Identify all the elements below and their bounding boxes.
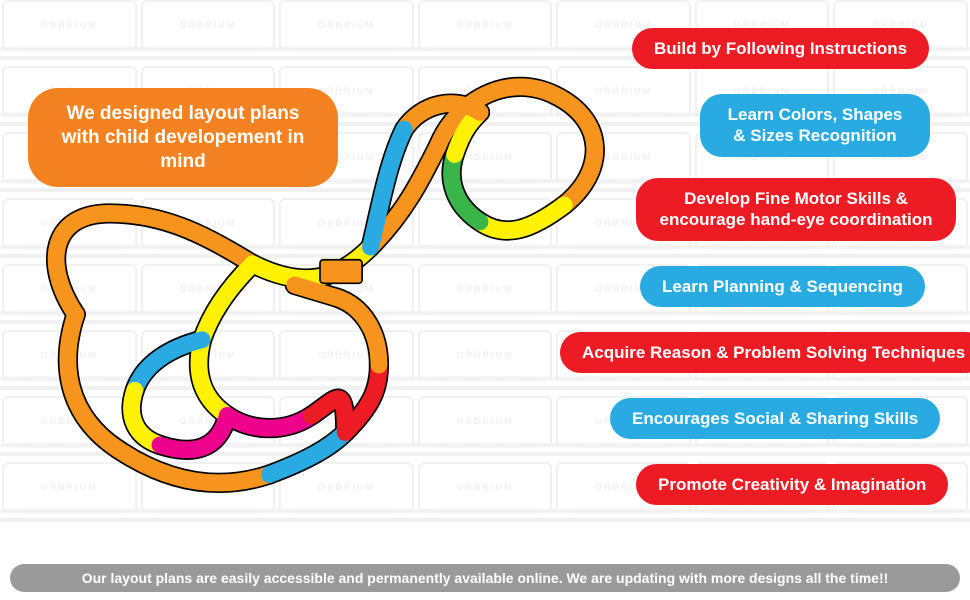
benefit-bubble-6: Promote Creativity & Imagination — [636, 464, 948, 505]
benefit-bubble-1: Learn Colors, Shapes & Sizes Recognition — [700, 94, 930, 157]
benefit-bubble-3: Learn Planning & Sequencing — [640, 266, 925, 307]
benefit-bubble-2: Develop Fine Motor Skills & encourage ha… — [636, 178, 956, 241]
footer-bar: Our layout plans are easily accessible a… — [10, 564, 960, 592]
track-illustration — [0, 0, 640, 570]
content-layer: We designed layout plans with child deve… — [0, 0, 970, 600]
benefit-bubble-0: Build by Following Instructions — [632, 28, 929, 69]
benefit-bubble-5: Encourages Social & Sharing Skills — [610, 398, 940, 439]
